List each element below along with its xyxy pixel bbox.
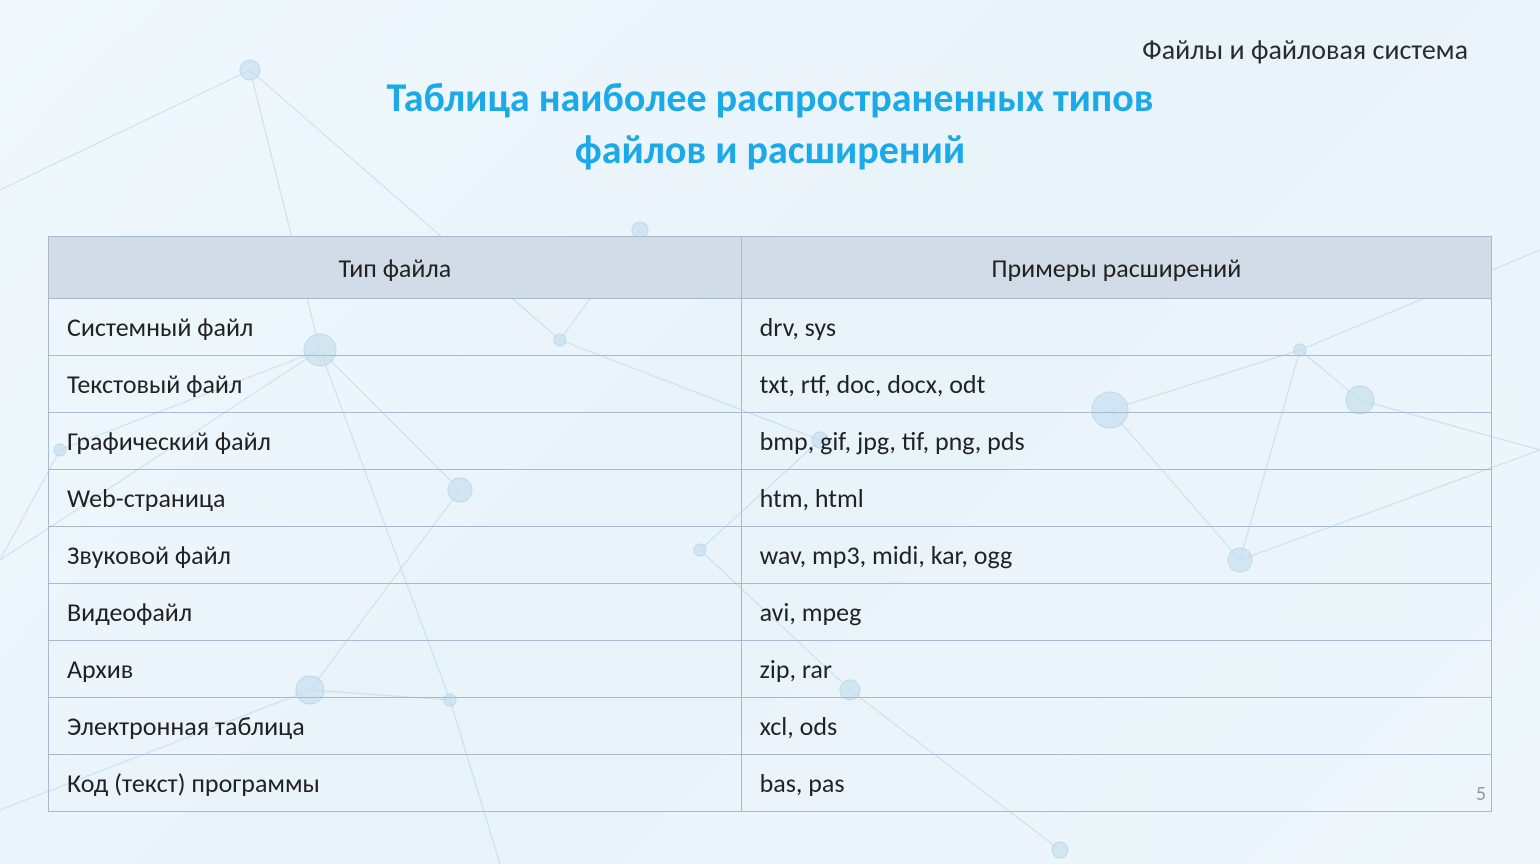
- table-row: Web-страницаhtm, html: [49, 470, 1492, 527]
- cell-type: Звуковой файл: [49, 527, 742, 584]
- file-types-table: Тип файла Примеры расширений Системный ф…: [48, 236, 1492, 812]
- table-header-row: Тип файла Примеры расширений: [49, 237, 1492, 299]
- cell-ext: txt, rtf, doc, docx, odt: [741, 356, 1491, 413]
- cell-type: Текстовый файл: [49, 356, 742, 413]
- table-row: Графический файлbmp, gif, jpg, tif, png,…: [49, 413, 1492, 470]
- cell-type: Системный файл: [49, 299, 742, 356]
- cell-type: Код (текст) программы: [49, 755, 742, 812]
- cell-ext: wav, mp3, midi, kar, ogg: [741, 527, 1491, 584]
- cell-ext: xcl, ods: [741, 698, 1491, 755]
- cell-ext: zip, rar: [741, 641, 1491, 698]
- table-container: Тип файла Примеры расширений Системный ф…: [48, 236, 1492, 812]
- slide-title: Таблица наиболее распространенных типов …: [0, 72, 1540, 176]
- title-line-1: Таблица наиболее распространенных типов: [387, 73, 1154, 122]
- cell-ext: htm, html: [741, 470, 1491, 527]
- table-row: Видеофайлavi, mpeg: [49, 584, 1492, 641]
- cell-type: Web-страница: [49, 470, 742, 527]
- cell-ext: bmp, gif, jpg, tif, png, pds: [741, 413, 1491, 470]
- slide: Файлы и файловая система Таблица наиболе…: [0, 0, 1540, 864]
- table-row: Электронная таблицаxcl, ods: [49, 698, 1492, 755]
- cell-ext: bas, pas: [741, 755, 1491, 812]
- cell-type: Графический файл: [49, 413, 742, 470]
- cell-type: Электронная таблица: [49, 698, 742, 755]
- cell-type: Архив: [49, 641, 742, 698]
- breadcrumb: Файлы и файловая система: [1142, 32, 1468, 67]
- table-row: Системный файлdrv, sys: [49, 299, 1492, 356]
- cell-ext: drv, sys: [741, 299, 1491, 356]
- table-header-type: Тип файла: [49, 237, 742, 299]
- table-row: Звуковой файлwav, mp3, midi, kar, ogg: [49, 527, 1492, 584]
- table-row: Код (текст) программыbas, pas: [49, 755, 1492, 812]
- table-header-ext: Примеры расширений: [741, 237, 1491, 299]
- cell-ext: avi, mpeg: [741, 584, 1491, 641]
- title-line-2: файлов и расширений: [575, 125, 965, 174]
- table-row: Архивzip, rar: [49, 641, 1492, 698]
- table-row: Текстовый файлtxt, rtf, doc, docx, odt: [49, 356, 1492, 413]
- cell-type: Видеофайл: [49, 584, 742, 641]
- page-number: 5: [1476, 782, 1486, 806]
